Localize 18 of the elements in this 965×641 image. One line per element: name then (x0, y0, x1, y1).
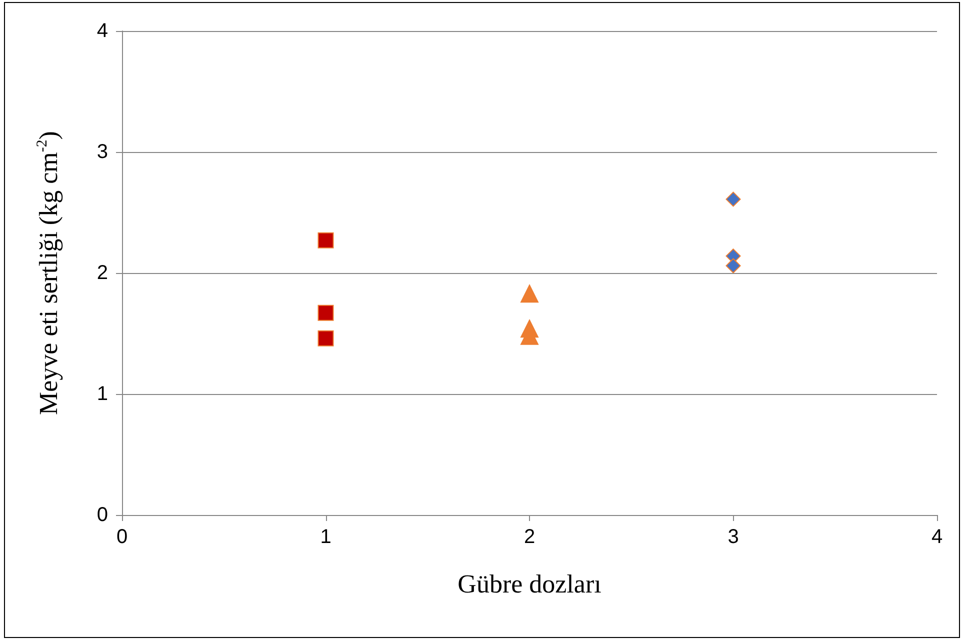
x-tick-label: 0 (116, 526, 128, 548)
x-tick-label: 4 (931, 526, 943, 548)
y-axis-title: Meyve eti sertliği (kg cm-2) (34, 131, 63, 415)
point (726, 258, 741, 274)
point (726, 192, 741, 207)
point (318, 232, 334, 248)
x-axis-title: Gübre dozları (458, 570, 602, 598)
x-tick-label: 1 (320, 526, 332, 548)
x-tick-label: 2 (524, 526, 536, 548)
x-tick-label: 3 (728, 526, 739, 548)
point (318, 330, 334, 346)
y-tick-label: 1 (96, 383, 108, 405)
y-tick-label: 2 (96, 262, 108, 284)
point (318, 304, 334, 321)
y-tick-label: 0 (96, 504, 108, 526)
y-tick-label: 4 (96, 20, 108, 42)
y-tick-label: 3 (96, 141, 108, 163)
point (520, 284, 538, 303)
